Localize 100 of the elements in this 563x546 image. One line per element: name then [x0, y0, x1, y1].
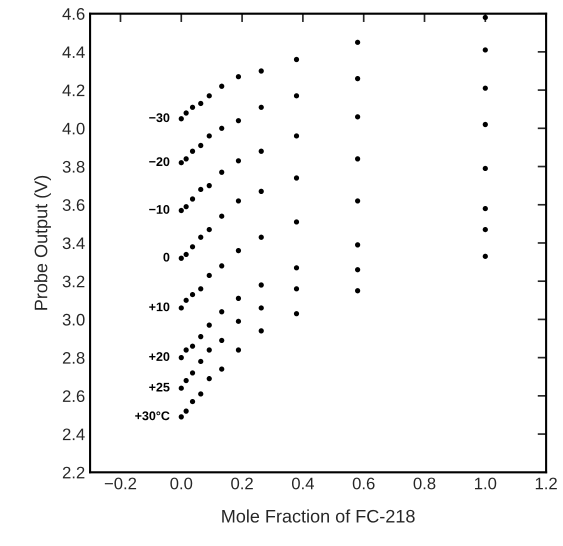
y-axis-title: Probe Output (V): [34, 176, 51, 310]
series-label: +30°C: [135, 411, 170, 420]
point: [236, 198, 242, 204]
point: [355, 288, 360, 294]
point: [482, 254, 488, 259]
point: [206, 93, 212, 98]
point: [178, 386, 184, 391]
y-tick-label: 3.0: [62, 314, 85, 326]
point: [198, 391, 204, 397]
point: [258, 68, 264, 74]
point: [482, 86, 488, 91]
point: [190, 344, 196, 349]
point: [294, 133, 300, 139]
point: [178, 116, 184, 122]
point: [219, 309, 224, 314]
point: [258, 328, 264, 334]
point: [184, 347, 189, 353]
point: [219, 366, 224, 372]
point: [190, 292, 196, 298]
point: [184, 378, 189, 384]
point: [219, 338, 224, 344]
point: [236, 118, 242, 124]
point: [236, 158, 242, 164]
point: [190, 196, 196, 202]
point: [482, 166, 488, 172]
point: [190, 104, 196, 110]
point: [206, 183, 212, 188]
x-tick-label: 1.0: [474, 478, 496, 490]
point: [198, 186, 204, 192]
point: [198, 286, 204, 292]
point: [206, 376, 212, 382]
point: [258, 104, 264, 110]
point: [236, 318, 242, 324]
y-tick-label: 2.4: [62, 428, 85, 440]
point: [198, 142, 204, 148]
point: [198, 100, 204, 106]
point: [206, 226, 212, 232]
point: [184, 252, 189, 258]
x-tick-label: 0.0: [170, 478, 192, 490]
y-tick-label: 4.4: [62, 46, 85, 58]
point: [184, 298, 189, 303]
series-label: +10: [149, 302, 170, 312]
point: [294, 56, 300, 62]
point: [219, 84, 224, 89]
y-tick-label: 4.0: [62, 122, 85, 135]
point: [219, 263, 224, 268]
point: [355, 156, 360, 162]
y-tick-label: 2.2: [62, 466, 84, 478]
y-tick-label: 4.2: [62, 84, 84, 96]
point: [219, 214, 224, 219]
point: [482, 226, 488, 232]
point: [178, 305, 184, 311]
point: [294, 286, 300, 292]
point: [294, 219, 300, 225]
y-tick-label: 4.6: [62, 8, 84, 20]
point: [294, 93, 300, 98]
point: [184, 156, 189, 162]
point: [236, 296, 242, 301]
point: [206, 347, 212, 353]
point: [355, 267, 360, 272]
y-tick-label: 3.6: [62, 199, 84, 211]
point: [236, 347, 242, 353]
point: [178, 414, 184, 420]
x-tick-label: 0.2: [231, 478, 253, 490]
point: [355, 40, 360, 45]
point: [184, 204, 189, 210]
point: [198, 358, 204, 364]
point: [258, 234, 264, 240]
point: [355, 114, 360, 120]
x-tick-label: 0.4: [292, 478, 314, 490]
point: [178, 355, 184, 360]
point: [258, 188, 264, 194]
point: [294, 175, 300, 181]
point: [258, 148, 264, 154]
point: [206, 272, 212, 278]
point: [178, 256, 184, 261]
point: [184, 110, 189, 116]
point: [190, 148, 196, 154]
point: [190, 370, 196, 376]
point: [178, 208, 184, 214]
x-tick-label: 1.2: [536, 478, 557, 490]
point: [219, 126, 224, 131]
point: [258, 282, 264, 288]
y-tick-label: 3.4: [62, 237, 85, 250]
point: [190, 244, 196, 250]
point: [219, 170, 224, 175]
series-label: −10: [149, 204, 170, 214]
x-tick-label: 0.6: [352, 478, 375, 490]
x-tick-label: −0.2: [104, 478, 136, 490]
series-label: −20: [149, 157, 170, 166]
point: [482, 47, 488, 53]
x-tick-label: 0.8: [414, 478, 436, 490]
series-label: +20: [149, 352, 170, 361]
y-tick-label: 2.6: [62, 390, 84, 402]
point: [482, 206, 488, 212]
point: [355, 198, 360, 204]
point: [206, 322, 212, 328]
point: [236, 74, 242, 80]
point: [178, 160, 184, 166]
series-label: 0: [163, 252, 170, 262]
